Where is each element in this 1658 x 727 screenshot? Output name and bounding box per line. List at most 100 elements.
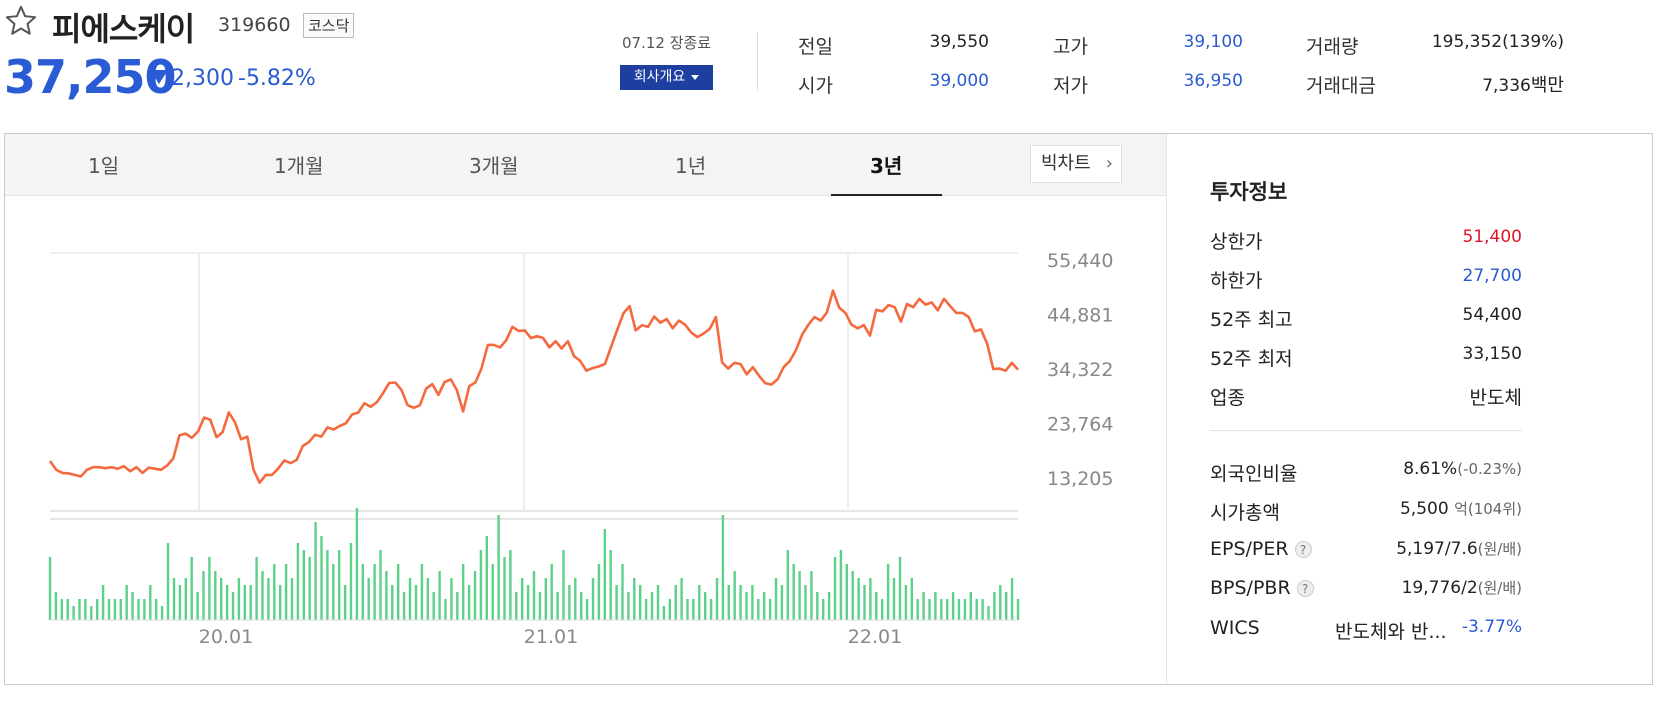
volume-bar bbox=[155, 599, 158, 620]
tab-3year[interactable]: 3년 bbox=[870, 154, 903, 178]
volume-bar bbox=[875, 592, 878, 620]
volume-bar bbox=[515, 592, 518, 620]
price-series-line bbox=[48, 289, 1019, 484]
y-axis-tick-label: 23,764 bbox=[1047, 413, 1113, 435]
volume-bar bbox=[963, 599, 967, 620]
chevron-right-icon: › bbox=[1105, 153, 1113, 174]
foreign-ratio: 8.61% bbox=[1403, 459, 1458, 479]
bps-pbr-text: BPS/PBR bbox=[1210, 577, 1291, 599]
week52-high-label: 52주 최고 bbox=[1210, 309, 1293, 331]
volume-bar bbox=[462, 564, 465, 620]
volume-bar bbox=[886, 564, 890, 620]
x-axis-tick-label: 20.01 bbox=[199, 626, 253, 648]
volume-bar bbox=[279, 585, 282, 620]
tab-1month[interactable]: 1개월 bbox=[274, 154, 324, 178]
bigchart-button[interactable]: 빅차트 › bbox=[1030, 145, 1122, 183]
volume-bar bbox=[249, 585, 252, 620]
company-overview-label: 회사개요 bbox=[633, 69, 686, 85]
volume-bar bbox=[143, 599, 146, 620]
volume-bar bbox=[473, 571, 477, 620]
volume-bar bbox=[609, 550, 612, 620]
volume-bar bbox=[485, 536, 488, 620]
sector-value[interactable]: 반도체 bbox=[1469, 387, 1522, 409]
volume-bar bbox=[402, 592, 406, 620]
wics-label: WICS bbox=[1210, 617, 1260, 639]
volume-bar bbox=[320, 536, 323, 620]
volume-bar bbox=[544, 578, 547, 620]
price-chart[interactable]: 55,440 44,881 34,322 23,764 13,205 20.01 21.01… bbox=[40, 240, 1120, 660]
caret-down-icon bbox=[691, 74, 700, 80]
low-value: 36,950 bbox=[1183, 71, 1243, 91]
volume-bar bbox=[426, 578, 429, 620]
volume-bar bbox=[704, 592, 707, 620]
high-value: 39,100 bbox=[1183, 32, 1243, 52]
volume-bar bbox=[692, 599, 695, 620]
volume-bar bbox=[833, 557, 837, 620]
volume-bar bbox=[1010, 578, 1014, 620]
volume-label: 거래량 bbox=[1306, 36, 1359, 58]
volume-bar bbox=[149, 585, 152, 620]
volume-bar bbox=[66, 599, 69, 620]
volume-bar bbox=[526, 585, 530, 620]
volume-bar bbox=[910, 578, 913, 620]
volume-bar bbox=[857, 578, 860, 620]
market-close-date: 07.12 장종료 bbox=[622, 34, 712, 52]
volume-bar bbox=[361, 564, 364, 620]
sector-label: 업종 bbox=[1210, 387, 1245, 409]
volume-bar bbox=[231, 592, 235, 620]
volume-bar bbox=[568, 585, 571, 620]
volume-bar bbox=[243, 585, 246, 620]
help-icon[interactable]: ? bbox=[1294, 541, 1312, 558]
volume-bar bbox=[774, 578, 778, 620]
help-icon[interactable]: ? bbox=[1296, 580, 1314, 597]
bps-pbr-label: BPS/PBR? bbox=[1210, 577, 1314, 599]
volume-bar bbox=[928, 599, 931, 620]
volume-bar bbox=[993, 592, 996, 620]
y-axis-tick-label: 44,881 bbox=[1047, 305, 1113, 327]
wics-sector[interactable]: 반도체와 반... bbox=[1335, 621, 1447, 643]
volume-bar bbox=[208, 557, 211, 620]
volume-bar bbox=[981, 599, 984, 620]
volume-bar bbox=[662, 606, 666, 620]
volume-bar bbox=[863, 585, 866, 620]
eps-per-value: 5,197/7.6(원/배) bbox=[1396, 538, 1522, 559]
volume-bar bbox=[296, 543, 300, 620]
volume-bar bbox=[84, 599, 87, 620]
volume-bar bbox=[1005, 592, 1008, 620]
volume-bar bbox=[951, 592, 955, 620]
volume-bar bbox=[786, 550, 789, 620]
tab-1day[interactable]: 1일 bbox=[88, 154, 120, 178]
volume-bar bbox=[432, 592, 435, 620]
y-axis-tick-label: 55,440 bbox=[1047, 250, 1113, 272]
volume-bar bbox=[816, 592, 819, 620]
volume-bar bbox=[934, 592, 937, 620]
volume-bar bbox=[585, 599, 589, 620]
foreign-ratio-change: (-0.23%) bbox=[1457, 460, 1522, 478]
volume-bar bbox=[698, 585, 701, 620]
volume-bar bbox=[220, 578, 223, 620]
volume-bar bbox=[379, 550, 382, 620]
volume-bar bbox=[739, 585, 742, 620]
volume-bar bbox=[827, 592, 831, 620]
tab-3month[interactable]: 3개월 bbox=[469, 154, 519, 178]
volume-bar bbox=[639, 585, 642, 620]
tab-1year[interactable]: 1년 bbox=[675, 154, 707, 178]
volume-bar bbox=[509, 550, 512, 620]
eps-per-text: EPS/PER bbox=[1210, 538, 1289, 560]
bps-pbr-value: 19,776/2(원/배) bbox=[1402, 577, 1522, 598]
volume-bar bbox=[414, 585, 418, 620]
volume-bar bbox=[96, 599, 99, 620]
volume-bar bbox=[715, 578, 719, 620]
volume-bar bbox=[408, 578, 412, 620]
market-cap-unit: 억(104위) bbox=[1454, 500, 1522, 518]
invest-info-title: 투자정보 bbox=[1210, 180, 1288, 204]
company-overview-button[interactable]: 회사개요 bbox=[620, 65, 713, 90]
volume-bar bbox=[792, 564, 795, 620]
volume-bar bbox=[946, 599, 949, 620]
invest-divider bbox=[1210, 430, 1522, 431]
volume-bar bbox=[763, 592, 766, 620]
volume-bar bbox=[54, 592, 58, 620]
favorite-star-icon[interactable] bbox=[4, 4, 38, 38]
bps-pbr-unit: (원/배) bbox=[1477, 579, 1522, 597]
week52-low-value: 33,150 bbox=[1462, 344, 1522, 364]
